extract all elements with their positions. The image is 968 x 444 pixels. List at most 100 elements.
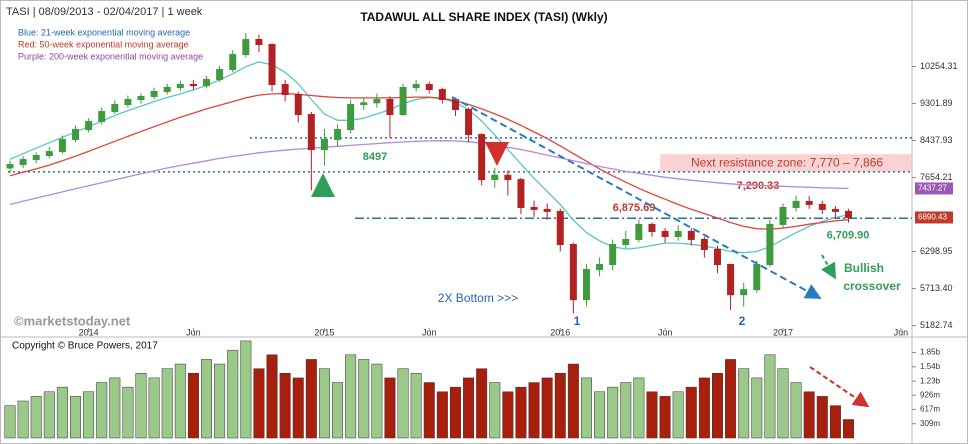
candle-body [307,113,315,151]
volume-bar [4,405,16,439]
candle-body [373,98,381,104]
volume-bar [711,373,723,439]
candle-body [255,39,263,46]
candle-body [465,109,473,136]
volume-bar [843,419,854,439]
y-tick-label: 5713.40 [920,283,953,293]
candle-body [85,121,93,131]
candle-body [582,269,590,301]
candle-body [491,174,499,181]
candle-body [805,200,813,205]
candle-body [281,83,289,95]
volume-bar [515,386,527,439]
y-tick-label: 1.54b [920,362,941,371]
resistance-zone [660,154,912,172]
candle-body [425,83,433,91]
resistance-label: Next resistance zone: 7,770 – 7,866 [691,155,883,169]
volume-bar [725,359,737,439]
candle-body [844,210,852,218]
candle-body [163,86,171,93]
y-tick-label: 1.23b [920,376,941,385]
last-value-box [915,182,953,195]
moving-average [9,140,849,206]
candle-body [687,230,695,240]
volume-bar [528,382,540,439]
volume-bar [816,396,828,439]
candle-body [58,138,66,153]
volume-bar [345,354,357,439]
candle-body [334,129,342,140]
candle-body [19,159,27,166]
volume-bar [397,368,409,439]
volume-bar [423,382,435,439]
volume-bar [148,377,160,439]
candle-body [504,174,512,181]
bottom-note: 2X Bottom >>> [438,291,518,305]
candle-body [6,164,14,169]
candle-body [792,200,800,208]
volume-bar [646,391,658,439]
volume-bar [790,382,802,439]
volume-bar [580,377,592,439]
candle-body [569,243,577,301]
last-value-label: 6890.43 [918,213,947,222]
candle-body [609,243,617,266]
candle-body [124,98,132,106]
volume-bar [292,377,304,439]
volume-bar [109,377,121,439]
volume-bar [279,373,291,439]
volume-bar [122,386,134,439]
volume-bar [332,382,344,439]
volume-bar [502,391,514,439]
volume-bar [384,377,396,439]
volume-bar [751,377,763,439]
candle-body [360,102,368,106]
chart-title: TADAWUL ALL SHARE INDEX (TASI) (Wkly) [360,10,607,24]
volume-bar [135,373,147,439]
candle-body [229,54,237,71]
crossover-label: Bullish [844,261,884,275]
candle-body [98,111,106,123]
y-tick-label: 309m [920,419,940,428]
level-label: 8497 [363,151,387,163]
volume-bar [227,349,239,439]
candle-body [530,206,538,210]
last-value-box [915,211,953,224]
volume-bar [17,400,29,439]
volume-bar [554,373,566,439]
candle-body [32,155,40,161]
volume-bar [698,377,710,439]
candle-body [137,95,145,100]
volume-bar [43,391,55,439]
volume-bar [463,377,475,439]
volume-bar [305,359,317,439]
volume-bar [56,386,68,439]
bottom-label: 1 [574,314,581,328]
y-tick-label: 10254.31 [920,61,958,71]
y-tick-label: 6298.95 [920,246,953,256]
candle-body [727,264,735,296]
volume-bar [620,382,632,439]
candle-body [386,98,394,115]
volume-bar [476,368,488,439]
level-label: 6,875.69 [613,202,656,214]
volume-bar [240,340,252,439]
x-tick-label: Jun [894,327,909,337]
candle-body [347,104,355,131]
volume-bar [449,386,461,439]
candle-body [478,134,486,181]
volume-bar [829,405,841,439]
candle-body [517,179,525,208]
y-tick-label: 1.85b [920,348,941,357]
volume-bar [594,391,606,439]
candle-body [72,129,80,140]
volume-bar [436,391,448,439]
volume-bar [659,396,671,439]
candle-body [556,210,564,245]
plot-area: 10254.31 9301.89 8437.93 7654.21 6298.95 5713… [4,27,958,439]
candle-body [412,83,420,88]
volume-trend-arrow [809,366,870,408]
volume-bar [253,368,265,439]
y-tick-label: 8437.93 [920,135,953,145]
